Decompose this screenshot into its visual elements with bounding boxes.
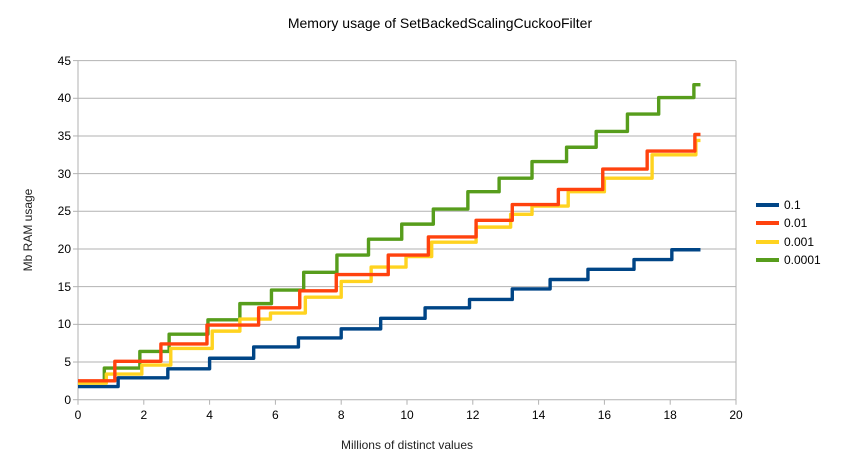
legend-row-0.1: 0.1 (756, 196, 801, 214)
y-tick-label-30: 30 (57, 166, 71, 181)
legend-swatch-0.001 (756, 239, 779, 244)
x-tick-label-2: 2 (140, 408, 148, 422)
legend-swatch-0.01 (756, 221, 779, 226)
chart-title: Memory usage of SetBackedScalingCuckooFi… (287, 15, 593, 31)
legend-row-0.0001: 0.0001 (756, 251, 821, 269)
legend-label-0.0001: 0.0001 (784, 252, 821, 267)
x-tick-label-6: 6 (272, 408, 279, 422)
y-tick-label-5: 5 (64, 355, 71, 370)
y-axis-title: Mb RAM usage (21, 188, 35, 272)
x-tick-label-20: 20 (729, 408, 743, 422)
x-tick-label-18: 18 (663, 408, 677, 422)
x-tick-label-12: 12 (466, 408, 480, 422)
y-tick-label-35: 35 (57, 128, 71, 143)
x-tick-label-16: 16 (597, 408, 612, 422)
legend-row-0.01: 0.01 (756, 214, 807, 232)
x-tick-label-8: 8 (337, 408, 345, 422)
y-tick-label-20: 20 (57, 241, 71, 256)
legend-label-0.01: 0.01 (784, 216, 808, 231)
legend-row-0.001: 0.001 (756, 233, 814, 251)
x-tick-label-10: 10 (400, 408, 414, 422)
y-tick-label-25: 25 (57, 204, 71, 219)
x-tick-label-0: 0 (74, 408, 82, 422)
x-tick-label-14: 14 (531, 408, 546, 422)
legend-label-0.001: 0.001 (784, 234, 815, 249)
x-tick-label-4: 4 (206, 408, 213, 422)
y-tick-label-0: 0 (64, 392, 71, 407)
x-axis-title: Millions of distinct values (340, 438, 474, 452)
y-tick-label-45: 45 (57, 53, 71, 68)
series-line-0.01 (78, 132, 701, 383)
series-line-0.1 (78, 248, 701, 389)
legend-label-0.1: 0.1 (784, 198, 801, 212)
y-tick-label-10: 10 (57, 317, 71, 332)
series-line-0.0001 (78, 83, 701, 384)
legend-swatch-0.1 (756, 203, 779, 207)
legend-swatch-0.0001 (756, 257, 779, 262)
y-tick-label-40: 40 (57, 91, 71, 106)
y-tick-label-15: 15 (57, 279, 71, 294)
